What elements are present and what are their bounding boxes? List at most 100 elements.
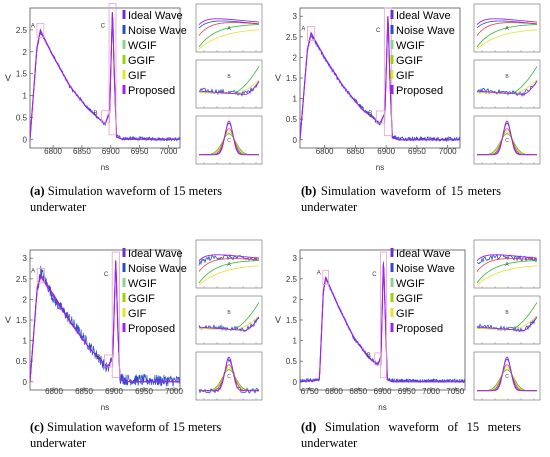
x-axis-label: ns [376, 163, 384, 172]
zoom-region-label: B [96, 355, 100, 361]
x-tick-label: 6950 [408, 147, 426, 156]
zoom-inset-c: C [473, 351, 541, 401]
x-tick-label: 6950 [398, 387, 416, 396]
y-tick-label: 1.5 [16, 70, 28, 79]
caption-d: (d) Simulation waveform of 15 meters und… [301, 419, 521, 451]
zoom-inset-b: B [195, 295, 263, 345]
caption-a-label: (a) [30, 184, 45, 198]
inset-curve [198, 260, 260, 284]
inset-curve [198, 258, 260, 272]
legend-label: GGIF [128, 55, 155, 67]
zoom-region-label: C [372, 272, 377, 278]
legend: Ideal Wave Noise Wave WGIF GGIF GIF Proposed [390, 10, 455, 97]
inset-curve [476, 80, 538, 97]
y-axis-label: V [275, 73, 281, 83]
y-tick-label: 1.5 [16, 316, 28, 325]
inset-curve [199, 356, 259, 392]
inset-frame [473, 351, 541, 401]
y-tick-label: 3 [23, 254, 28, 263]
x-tick-label: 6850 [346, 147, 364, 156]
x-tick-label: 7000 [165, 387, 183, 396]
zoom-inset-c: C [195, 351, 263, 401]
x-tick-label: 6750 [301, 387, 319, 396]
zoom-region-a [36, 268, 45, 283]
zoom-region-label: B [367, 353, 371, 359]
inset-curve [476, 254, 538, 261]
zoom-region-label: A [31, 269, 35, 275]
inset-label: A [505, 262, 509, 268]
legend-label: WGIF [396, 40, 425, 52]
x-tick-label: 6900 [102, 147, 120, 156]
zoom-region-a [306, 26, 316, 41]
y-tick-label: 0 [23, 135, 28, 144]
inset-curve [476, 265, 538, 286]
y-tick-label: 2.5 [286, 275, 298, 284]
x-tick-label: 6950 [135, 387, 153, 396]
y-axis-label: V [5, 73, 11, 83]
legend-label: Noise Wave [128, 25, 187, 37]
y-tick-label: 0.5 [286, 115, 298, 124]
inset-curve [198, 254, 260, 261]
zoom-inset-a: A [473, 239, 541, 289]
inset-curve [476, 22, 538, 36]
inset-curve [199, 120, 259, 156]
inset-curve [198, 24, 260, 48]
y-tick-label: 2 [293, 53, 298, 62]
series-proposed [30, 12, 180, 140]
inset-label: B [227, 74, 231, 80]
legend-label: Proposed [396, 85, 443, 97]
legend-label: Noise Wave [128, 263, 187, 275]
x-tick-label: 6900 [377, 147, 395, 156]
zoom-region-b [374, 352, 382, 366]
legend-label: Proposed [396, 323, 443, 335]
series-noise-wave [30, 261, 180, 387]
panel-a: 6800 6850 6900 6950 7000 ns 0 0.5 1 1.5 2 2.5 V A B C Id… [5, 3, 263, 172]
legend-label: GGIF [128, 293, 155, 305]
plot-area [30, 260, 180, 387]
caption-b-text: Simulation waveform of 15 meters underwa… [301, 184, 501, 214]
legend-label: Proposed [128, 323, 175, 335]
zoom-inset-a: A [195, 239, 263, 289]
y-axis-label: V [5, 315, 11, 325]
caption-d-label: (d) [301, 420, 317, 434]
inset-curve [198, 29, 260, 50]
caption-d-text: Simulation waveform of 15 meters underwa… [301, 420, 521, 450]
inset-curve [198, 316, 260, 331]
inset-frame [195, 115, 263, 165]
inset-curve [476, 316, 538, 333]
legend: Ideal Wave Noise Wave WGIF GGIF GIF Proposed [122, 10, 187, 97]
inset-label: A [505, 26, 509, 32]
legend-label: WGIF [128, 40, 157, 52]
zoom-inset-b: B [473, 295, 541, 345]
y-tick-label: 1.5 [286, 316, 298, 325]
zoom-region-b [101, 110, 111, 124]
y-tick-label: 1 [23, 92, 28, 101]
legend-label: GGIF [396, 55, 423, 67]
inset-label: C [227, 138, 231, 144]
y-tick-label: 2 [23, 48, 28, 57]
zoom-inset-a: A [473, 3, 541, 53]
x-axis-label: ns [378, 403, 386, 412]
caption-c-text: Simulation waveform of 15 meters underwa… [30, 420, 222, 450]
inset-curve [198, 80, 260, 95]
x-axis-label: ns [101, 403, 109, 412]
zoom-region-a [36, 22, 45, 38]
legend-label: GIF [128, 70, 147, 82]
inset-curve [476, 80, 538, 95]
y-tick-label: 0 [293, 136, 298, 145]
legend-label: Proposed [128, 85, 175, 97]
y-tick-label: 0.5 [16, 113, 28, 122]
inset-curve [198, 22, 260, 36]
caption-a-text: Simulation waveform of 15 meters underwa… [30, 184, 222, 214]
x-tick-label: 6800 [316, 147, 334, 156]
y-tick-label: 1 [293, 337, 298, 346]
y-tick-label: 2 [293, 295, 298, 304]
zoom-region-label: B [94, 111, 98, 117]
x-tick-label: 6900 [374, 387, 392, 396]
legend-label: GIF [396, 308, 415, 320]
inset-curve [198, 356, 260, 394]
series-proposed [300, 264, 465, 383]
legend-label: Ideal Wave [396, 248, 451, 260]
legend-label: WGIF [128, 278, 157, 290]
x-tick-label: 6950 [131, 147, 149, 156]
